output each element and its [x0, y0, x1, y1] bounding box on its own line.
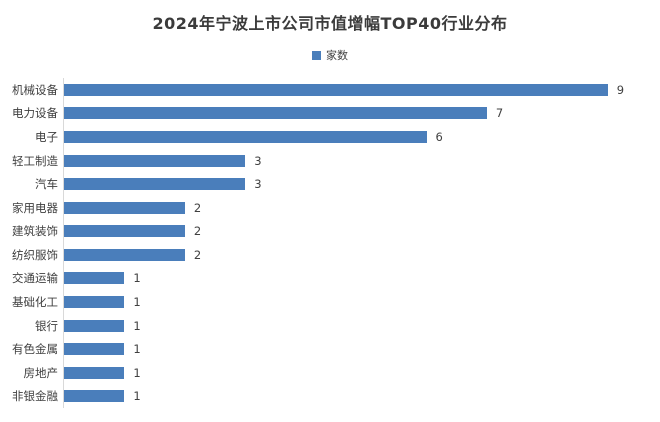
bar — [64, 83, 608, 96]
value-label: 1 — [133, 318, 141, 333]
bar-area: 1 — [63, 313, 644, 338]
chart-rows: 机械设备 9 电力设备 7 电子 6 轻工制造 3 汽车 3 家用电器 — [0, 78, 644, 409]
chart-row: 房地产 1 — [0, 360, 644, 385]
bar — [64, 130, 427, 143]
category-label: 银行 — [35, 318, 58, 333]
bar-area: 9 — [63, 78, 644, 102]
chart-row: 建筑装饰 2 — [0, 219, 644, 244]
bar-area: 1 — [63, 384, 644, 409]
legend: 家数 — [0, 47, 660, 63]
category-label: 交通运输 — [12, 271, 58, 286]
chart-row: 电力设备 7 — [0, 101, 644, 126]
value-label: 3 — [254, 177, 262, 192]
bar-area: 1 — [63, 266, 644, 291]
legend-swatch-icon — [312, 50, 321, 60]
value-label: 1 — [133, 294, 141, 309]
category-label: 电子 — [35, 129, 58, 144]
bar — [64, 319, 125, 332]
bar-area: 2 — [63, 243, 644, 267]
chart-row: 轻工制造 3 — [0, 148, 644, 173]
bar-area: 3 — [63, 148, 644, 173]
bar-area: 6 — [63, 125, 644, 149]
chart-row: 银行 1 — [0, 313, 644, 338]
value-label: 1 — [133, 271, 141, 286]
value-label: 2 — [193, 224, 202, 239]
bar-area: 1 — [63, 290, 644, 314]
legend-label: 家数 — [326, 49, 348, 62]
category-label: 家用电器 — [12, 200, 58, 215]
value-label: 1 — [133, 342, 141, 357]
value-label: 2 — [193, 247, 202, 262]
bar-area: 1 — [63, 337, 644, 361]
bar-area: 1 — [63, 360, 644, 385]
bar-area: 3 — [63, 172, 644, 196]
bar — [64, 225, 185, 238]
chart-row: 交通运输 1 — [0, 266, 644, 291]
chart-row: 家用电器 2 — [0, 195, 644, 220]
chart-row: 非银金融 1 — [0, 384, 644, 409]
category-label: 轻工制造 — [12, 153, 58, 168]
bar — [64, 295, 125, 308]
value-label: 6 — [435, 129, 443, 144]
chart-row: 机械设备 9 — [0, 78, 644, 102]
value-label: 3 — [254, 153, 262, 168]
value-label: 9 — [616, 82, 625, 97]
bar — [64, 248, 185, 261]
chart-row: 电子 6 — [0, 125, 644, 149]
chart-title: 2024年宁波上市公司市值增幅TOP40行业分布 — [152, 14, 508, 33]
bar — [64, 154, 246, 167]
category-label: 电力设备 — [12, 106, 58, 121]
bar — [64, 272, 125, 285]
bar — [64, 343, 125, 356]
bar — [64, 390, 125, 403]
value-label: 1 — [133, 389, 141, 404]
category-label: 基础化工 — [12, 294, 58, 309]
category-label: 机械设备 — [12, 82, 58, 97]
category-label: 汽车 — [35, 177, 58, 192]
bar-area: 2 — [63, 219, 644, 244]
category-label: 房地产 — [23, 365, 59, 380]
chart-row: 有色金属 1 — [0, 337, 644, 361]
bar-area: 2 — [63, 195, 644, 220]
bar-area: 7 — [63, 101, 644, 126]
bar — [64, 178, 246, 191]
chart-row: 纺织服饰 2 — [0, 243, 644, 267]
category-label: 纺织服饰 — [12, 247, 58, 262]
value-label: 1 — [133, 365, 141, 380]
value-label: 7 — [495, 106, 504, 121]
chart-row: 基础化工 1 — [0, 290, 644, 314]
bar — [64, 366, 125, 379]
category-label: 非银金融 — [12, 389, 58, 404]
value-label: 2 — [193, 200, 202, 215]
chart-row: 汽车 3 — [0, 172, 644, 196]
category-label: 建筑装饰 — [12, 224, 58, 239]
bar — [64, 107, 487, 120]
bar — [64, 201, 185, 214]
category-label: 有色金属 — [12, 342, 58, 357]
